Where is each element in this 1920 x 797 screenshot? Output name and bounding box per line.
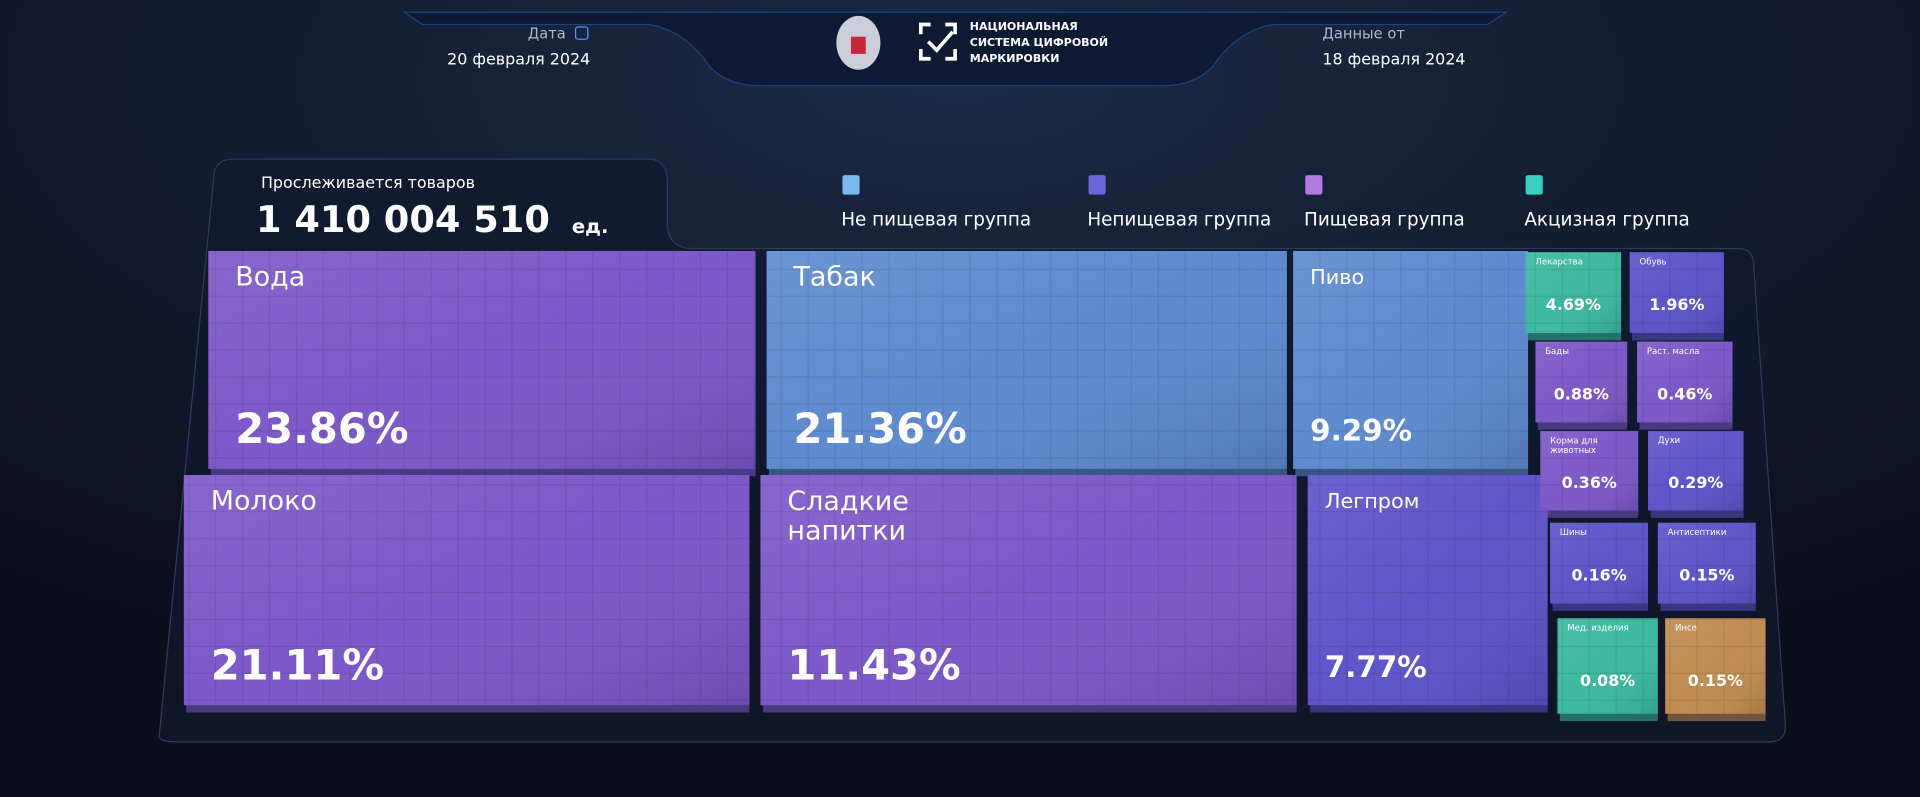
logo-text: НАЦИОНАЛЬНАЯ СИСТЕМА ЦИФРОВОЙ МАРКИРОВКИ [970,20,1108,65]
tile-shine [183,475,750,706]
legend-label[interactable]: Пищевая группа [1304,209,1465,230]
tile-shine [1293,250,1529,469]
tile[interactable]: Раст. масла 0.46% [1637,341,1733,430]
tile[interactable]: Пиво 9.29% [1293,250,1529,477]
tile-label: Инсе [1675,624,1697,634]
tile-shine [1525,252,1622,334]
tile-label: Обувь [1639,257,1666,267]
tile-label: Пиво [1310,265,1364,289]
tile-label: Молоко [211,485,317,516]
tile-value: 9.29% [1310,414,1412,448]
tile-label: Вода [235,261,305,292]
data-from-label: Данные от [1322,25,1405,42]
date[interactable]: 20 февраля 2024 [447,49,590,68]
tile-value: 4.69% [1546,295,1601,314]
tile-value: 21.36% [793,404,966,453]
logo-line: НАЦИОНАЛЬНАЯ [970,20,1078,33]
calendar-icon[interactable] [574,26,589,40]
tile-label: Мед. изделия [1567,624,1628,634]
tile-value: 11.43% [787,640,960,689]
tile-value: 0.15% [1688,671,1743,690]
logo-line: МАРКИРОВКИ [970,52,1060,65]
tile[interactable]: Шины 0.16% [1550,522,1649,611]
tile-shine [208,250,756,469]
tile-shine [1637,341,1733,423]
legend-swatch [1088,175,1106,195]
legend-swatch [842,175,860,195]
summary-unit: ед. [572,215,609,238]
tile-shine [1535,341,1628,423]
legend-label[interactable]: Акцизная группа [1524,209,1689,230]
legend-label[interactable]: Непищевая группа [1087,209,1271,230]
tile-value: 7.77% [1325,650,1427,684]
tile-label: Табак [792,261,875,292]
tile-value: 0.46% [1657,384,1712,403]
tile-value: 1.96% [1649,295,1704,314]
tile[interactable]: Мед. изделия 0.08% [1557,618,1658,722]
tile-shine [1307,475,1548,706]
tile[interactable]: Обувь 1.96% [1629,252,1724,341]
tile[interactable]: Сладкие напитки 11.43% [760,475,1297,713]
tile-label: Лекарства [1535,257,1582,267]
tile-value: 23.86% [235,404,408,453]
tile[interactable]: Антисептики 0.15% [1657,522,1756,611]
tile[interactable]: Табак 21.36% [766,250,1287,477]
tile-shine [1657,522,1756,604]
logo-icon [918,22,957,61]
tile-shine [766,250,1287,469]
tile[interactable]: Бады 0.88% [1535,341,1628,430]
summary-title: Прослеживается товаров [261,173,475,192]
tile-shine [760,475,1297,706]
data-from: 18 февраля 2024 [1322,49,1465,68]
tile-value: 0.36% [1562,473,1617,492]
summary-total: 1 410 004 510 [256,198,550,241]
tile[interactable]: Молоко 21.11% [183,475,750,713]
tile[interactable]: Вода 23.86% [208,250,756,477]
legend-swatch [1525,175,1543,195]
tile-label: Сладкие напитки [787,485,908,546]
legend-swatch [1305,175,1323,195]
tile[interactable]: Духи 0.29% [1648,430,1744,518]
tile-value: 0.08% [1580,671,1635,690]
tile-label: Корма для животных [1550,436,1598,455]
treemap: Вода 23.86% Табак 21.36% Пиво 9.29% Молоко 21.1… [183,250,1766,722]
tile-value: 21.11% [211,640,384,689]
tile-shine [1557,618,1658,714]
tile[interactable]: Инсе 0.15% [1665,618,1766,722]
tile-shine [1665,618,1766,714]
tile-shine [1550,522,1649,604]
logo-line: СИСТЕМА ЦИФРОВОЙ [970,36,1108,49]
tile-value: 0.29% [1668,473,1723,492]
tile-shine [1540,430,1639,511]
legend: Не пищевая группа Непищевая группа Пищевая… [841,175,1690,230]
tile[interactable]: Корма для животных 0.36% [1540,430,1639,518]
tile-label: Духи [1658,436,1680,446]
tile-value: 0.88% [1554,384,1609,403]
tile-shine [1629,252,1724,334]
tile-label: Легпром [1325,489,1420,513]
tile-shine [1648,430,1744,511]
tile-value: 0.16% [1571,566,1626,585]
tile-label: Раст. масла [1647,347,1700,357]
tile[interactable]: Легпром 7.77% [1307,475,1548,713]
tile-label: Бады [1545,347,1569,357]
tile-label: Шины [1560,528,1587,538]
tile-value: 0.15% [1679,566,1734,585]
tile-label: Антисептики [1668,528,1727,538]
tile[interactable]: Лекарства 4.69% [1525,252,1622,341]
emblem [836,15,881,70]
date-label: Дата [528,25,566,42]
legend-label[interactable]: Не пищевая группа [841,209,1031,230]
